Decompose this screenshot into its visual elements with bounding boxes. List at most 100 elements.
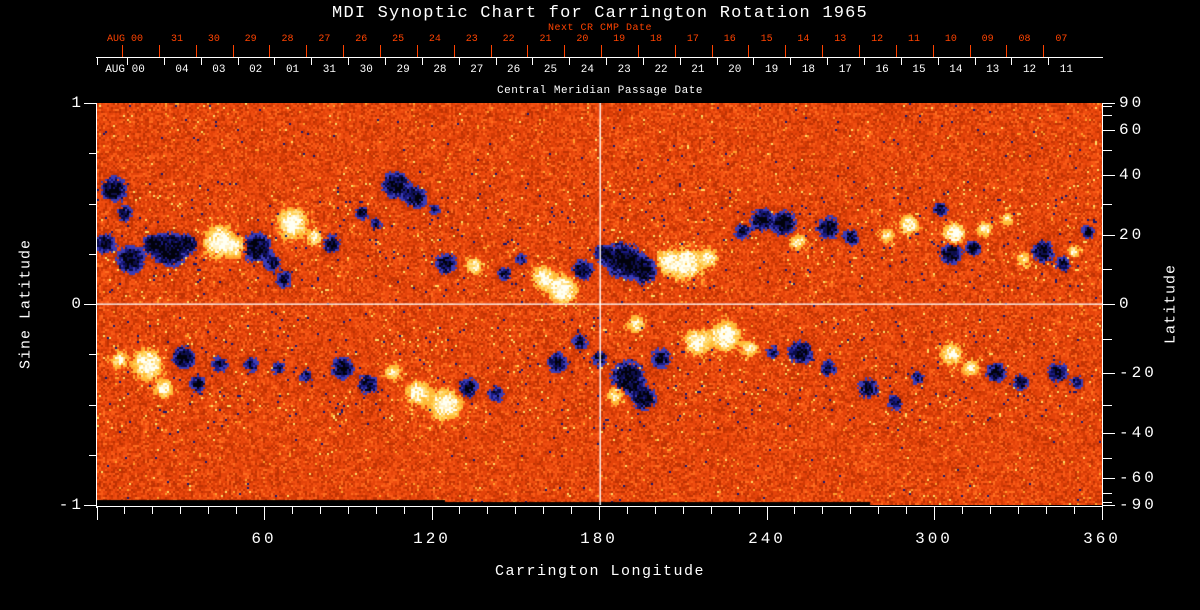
bottom-axis-tick-label: 120 xyxy=(413,530,451,548)
bottom-axis-tick-label: 60 xyxy=(251,530,277,548)
cmp-axis-tick xyxy=(1048,58,1050,65)
left-axis-minor-tick xyxy=(89,354,96,355)
cmp-axis-tick-label: 02 xyxy=(249,64,263,76)
red-axis-tick-label: 17 xyxy=(686,34,699,45)
cmp-axis-tick-label: 29 xyxy=(396,64,410,76)
left-axis-minor-tick xyxy=(89,455,96,456)
right-axis-tick-label: 90 xyxy=(1119,94,1145,112)
cmp-axis-tick-label: 22 xyxy=(654,64,668,76)
right-axis-tick-label: 20 xyxy=(1119,226,1145,244)
bottom-axis-minor-tick xyxy=(180,507,181,514)
cmp-axis-tick xyxy=(97,58,98,65)
cmp-axis-tick xyxy=(495,58,497,65)
red-axis-tick-label: 14 xyxy=(797,34,810,45)
cmp-axis-tick xyxy=(237,58,239,65)
bottom-axis-minor-tick xyxy=(404,507,405,514)
bottom-axis-minor-tick xyxy=(292,507,293,514)
cmp-axis-tick-label: 26 xyxy=(507,64,521,76)
right-axis-tick-label: 0 xyxy=(1119,295,1132,313)
cmp-axis-tick xyxy=(163,58,165,65)
red-axis-tick-label: 10 xyxy=(944,34,957,45)
bottom-axis-minor-tick xyxy=(124,507,125,514)
cmp-axis-tick xyxy=(532,58,534,65)
red-axis-tick-label: 24 xyxy=(428,34,441,45)
cmp-axis-tick xyxy=(790,58,792,65)
red-axis-tick-label: 20 xyxy=(576,34,589,45)
left-axis-tick xyxy=(84,103,96,104)
cmp-axis-tick-label: 12 xyxy=(1022,64,1037,76)
bottom-axis-tick xyxy=(1102,507,1103,520)
red-axis-tick xyxy=(969,45,971,57)
bottom-axis-tick xyxy=(767,507,768,520)
right-axis-tick-label: 60 xyxy=(1119,121,1145,139)
cmp-axis-tick-label: 20 xyxy=(728,64,742,76)
cmp-axis-tick xyxy=(974,58,976,65)
cmp-axis-tick-label: 23 xyxy=(617,64,631,76)
right-axis-tick-label: -40 xyxy=(1119,424,1157,442)
red-axis-tick-label: 12 xyxy=(871,34,884,45)
right-axis-tick xyxy=(1103,505,1115,506)
left-axis-tick-label: 0 xyxy=(71,295,84,313)
bottom-axis-minor-tick xyxy=(515,507,516,514)
right-axis-tick xyxy=(1103,478,1115,479)
cmp-axis-tick-label: 25 xyxy=(543,64,558,76)
left-axis-minor-tick xyxy=(89,254,96,255)
cmp-axis-tick xyxy=(421,58,423,65)
right-axis-line xyxy=(1102,103,1103,508)
right-axis-minor-tick xyxy=(1103,339,1112,340)
cmp-axis-tick-label: 01 xyxy=(285,64,300,76)
bottom-axis-minor-tick xyxy=(208,507,209,514)
cmp-axis-line xyxy=(96,57,1103,58)
bottom-axis-minor-tick xyxy=(487,507,488,514)
cmp-axis-month-label: AUG 00 xyxy=(105,64,145,76)
cmp-axis-tick xyxy=(311,58,313,65)
right-axis-tick xyxy=(1103,304,1115,305)
bottom-axis-minor-tick xyxy=(962,507,963,514)
cmp-axis-tick-label: 11 xyxy=(1059,64,1073,76)
right-axis-minor-tick xyxy=(1103,115,1112,116)
cmp-axis-tick-label: 24 xyxy=(580,64,594,76)
cmp-axis-tick-label: 30 xyxy=(359,64,373,76)
red-axis-tick xyxy=(379,45,381,57)
bottom-axis-minor-tick xyxy=(739,507,740,514)
right-axis-minor-tick xyxy=(1103,502,1112,503)
right-axis-minor-tick xyxy=(1103,493,1112,494)
red-axis-tick-label: 11 xyxy=(907,34,921,45)
cmp-axis-tick-label: 27 xyxy=(470,64,484,76)
red-axis-tick-label: 23 xyxy=(465,34,478,45)
bottom-axis-minor-tick xyxy=(348,507,349,514)
red-axis-tick xyxy=(527,45,529,57)
red-axis-tick-label: 29 xyxy=(244,34,257,45)
next-cr-cmp-date-label: Next CR CMP Date xyxy=(547,23,652,34)
red-axis-tick-label: 30 xyxy=(207,34,220,45)
right-axis-tick-label: -60 xyxy=(1119,469,1157,487)
red-axis-tick-label: 08 xyxy=(1018,34,1031,45)
red-axis-tick xyxy=(859,45,860,57)
bottom-axis-minor-tick xyxy=(683,507,684,514)
cmp-axis-tick xyxy=(1011,58,1013,65)
red-axis-tick-label: 15 xyxy=(760,34,773,45)
bottom-axis-minor-tick xyxy=(376,507,377,514)
bottom-axis-tick xyxy=(264,507,265,520)
cmp-axis-tick xyxy=(716,58,718,65)
cmp-axis-tick xyxy=(679,58,681,65)
left-axis-tick xyxy=(84,304,96,305)
red-axis-tick xyxy=(306,45,308,57)
red-axis-tick-label: 18 xyxy=(650,34,663,45)
cmp-axis-tick-label: 18 xyxy=(801,64,816,76)
bottom-axis-line xyxy=(96,506,1103,507)
red-axis-tick xyxy=(158,45,160,57)
red-axis-tick-label: 07 xyxy=(1055,34,1068,45)
cmp-axis-tick xyxy=(348,58,350,65)
red-axis-tick xyxy=(1006,45,1008,57)
bottom-axis-tick xyxy=(97,507,98,520)
red-axis-tick-label: 09 xyxy=(981,34,994,45)
cmp-axis-tick xyxy=(606,58,608,65)
bottom-axis-minor-tick xyxy=(655,507,656,514)
left-axis-tick-label: -1 xyxy=(58,496,84,514)
cmp-axis-tick-label: 31 xyxy=(322,64,336,76)
bottom-axis-minor-tick xyxy=(1074,507,1075,514)
right-axis-minor-tick xyxy=(1103,150,1112,151)
cmp-axis-tick-label: 14 xyxy=(949,64,963,76)
